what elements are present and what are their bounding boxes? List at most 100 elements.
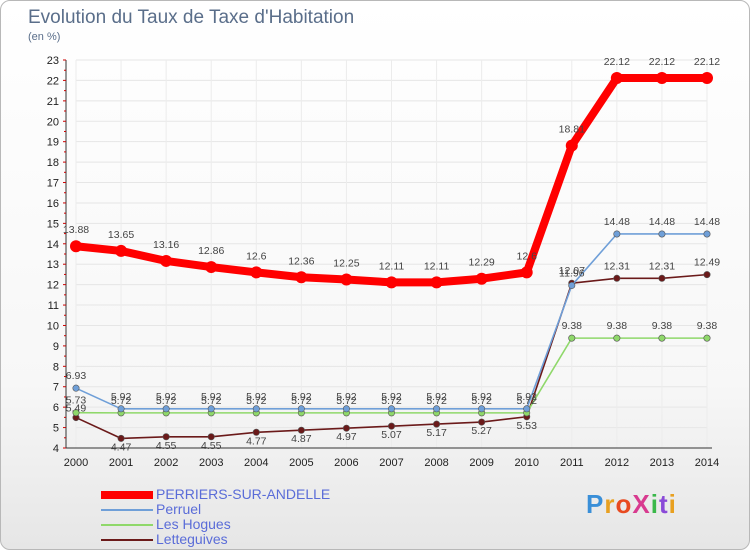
data-label-s3-12: 12.31 — [604, 260, 630, 272]
y-tick-label-6: 10 — [47, 320, 59, 332]
point-s2-14 — [703, 334, 711, 342]
data-label-s2-8: 5.72 — [426, 395, 447, 407]
logo-letter-5: t — [658, 489, 669, 519]
data-label-s2-7: 5.72 — [381, 395, 402, 407]
point-s0-13 — [655, 71, 668, 84]
chart-subtitle: (en %) — [28, 31, 61, 43]
data-label-s0-5: 12.36 — [288, 255, 314, 267]
legend-swatch-3 — [101, 539, 153, 541]
point-s1-11 — [568, 281, 576, 289]
y-tick-label-9: 13 — [47, 259, 59, 271]
point-s3-6 — [342, 424, 350, 432]
y-tick-label-17: 21 — [47, 96, 59, 108]
data-label-s1-9: 5.92 — [471, 391, 492, 403]
point-s1-7 — [387, 405, 395, 413]
y-tick-label-14: 18 — [47, 157, 59, 169]
data-label-s0-4: 12.6 — [246, 250, 267, 262]
point-s0-8 — [430, 276, 443, 289]
x-tick-label-12: 2012 — [605, 457, 629, 469]
data-label-s1-10: 5.92 — [516, 391, 537, 403]
data-label-s2-0: 5.73 — [66, 395, 87, 407]
data-label-s2-10: 5.72 — [516, 395, 537, 407]
data-label-s2-4: 5.72 — [246, 395, 267, 407]
point-s3-5 — [297, 426, 305, 434]
data-label-s3-5: 4.87 — [291, 433, 312, 445]
data-label-s2-14: 9.38 — [697, 320, 718, 332]
y-tick-label-15: 19 — [47, 137, 59, 149]
y-tick-label-0: 4 — [53, 443, 59, 455]
point-s1-1 — [117, 405, 125, 413]
data-label-s3-6: 4.97 — [336, 431, 357, 443]
x-tick-label-9: 2009 — [469, 457, 493, 469]
legend-swatch-1 — [101, 509, 153, 511]
point-s3-12 — [613, 274, 621, 282]
logo-letter-0: P — [586, 489, 605, 519]
point-s0-12 — [610, 71, 623, 84]
data-label-s0-6: 12.25 — [333, 258, 359, 270]
point-s0-11 — [565, 139, 578, 152]
data-label-s1-12: 14.48 — [604, 216, 630, 228]
logo-letter-4: i — [650, 489, 659, 519]
point-s0-14 — [701, 71, 713, 84]
data-label-s1-11: 11.96 — [559, 267, 585, 279]
data-label-s0-9: 12.29 — [469, 257, 495, 269]
data-label-s1-2: 5.92 — [156, 391, 177, 403]
data-label-s1-8: 5.92 — [426, 391, 447, 403]
data-label-s1-1: 5.92 — [111, 391, 132, 403]
data-label-s3-0: 5.49 — [66, 403, 87, 415]
x-tick-label-5: 2005 — [289, 457, 313, 469]
data-label-s1-4: 5.92 — [246, 391, 267, 403]
point-s2-13 — [658, 334, 666, 342]
data-label-s2-12: 9.38 — [607, 320, 628, 332]
point-s3-7 — [387, 422, 395, 430]
data-label-s2-13: 9.38 — [652, 320, 673, 332]
data-label-s0-13: 22.12 — [649, 56, 675, 68]
point-s0-7 — [385, 276, 398, 289]
data-label-s3-13: 12.31 — [649, 260, 675, 272]
y-tick-label-10: 14 — [47, 239, 59, 251]
data-label-s3-2: 4.55 — [156, 440, 177, 452]
data-label-s0-7: 12.11 — [379, 260, 405, 272]
x-tick-label-8: 2008 — [424, 457, 448, 469]
x-tick-label-11: 2011 — [560, 457, 584, 469]
x-tick-label-0: 2000 — [64, 457, 88, 469]
data-label-s0-3: 12.86 — [198, 245, 224, 257]
y-tick-label-7: 11 — [48, 300, 59, 312]
y-tick-label-8: 12 — [47, 280, 59, 292]
data-label-s0-0: 13.88 — [63, 224, 89, 236]
legend-swatch-0 — [101, 491, 153, 499]
data-label-s3-11: 12.07 — [559, 265, 585, 277]
data-label-s2-1: 5.72 — [111, 395, 132, 407]
y-tick-label-18: 22 — [47, 75, 59, 87]
x-tick-label-1: 2001 — [109, 457, 133, 469]
point-s0-2 — [160, 254, 173, 267]
point-s1-6 — [342, 405, 350, 413]
logo-letter-1: r — [604, 489, 616, 519]
data-label-s1-13: 14.48 — [649, 216, 675, 228]
y-tick-label-19: 23 — [47, 55, 59, 67]
data-label-s0-2: 13.16 — [153, 239, 179, 251]
point-s1-4 — [252, 405, 260, 413]
point-s3-4 — [252, 428, 260, 436]
point-s1-14 — [703, 230, 711, 238]
legend-label-1: Perruel — [156, 501, 202, 517]
data-label-s3-8: 5.17 — [426, 427, 447, 439]
x-tick-label-14: 2014 — [695, 457, 719, 469]
point-s1-10 — [523, 405, 531, 413]
y-tick-label-13: 17 — [47, 178, 59, 190]
x-tick-label-2: 2002 — [154, 457, 178, 469]
data-label-s0-12: 22.12 — [604, 56, 630, 68]
x-tick-label-13: 2013 — [650, 457, 674, 469]
y-tick-label-11: 15 — [47, 218, 59, 230]
x-tick-label-7: 2007 — [379, 457, 403, 469]
point-s2-0 — [72, 409, 80, 417]
data-label-s2-3: 5.72 — [201, 395, 222, 407]
point-s3-2 — [162, 433, 170, 441]
data-label-s1-3: 5.92 — [201, 391, 222, 403]
point-s1-5 — [297, 405, 305, 413]
x-tick-label-6: 2006 — [334, 457, 358, 469]
point-s3-13 — [658, 274, 666, 282]
y-tick-label-4: 8 — [53, 361, 59, 373]
y-tick-label-3: 7 — [53, 382, 59, 394]
